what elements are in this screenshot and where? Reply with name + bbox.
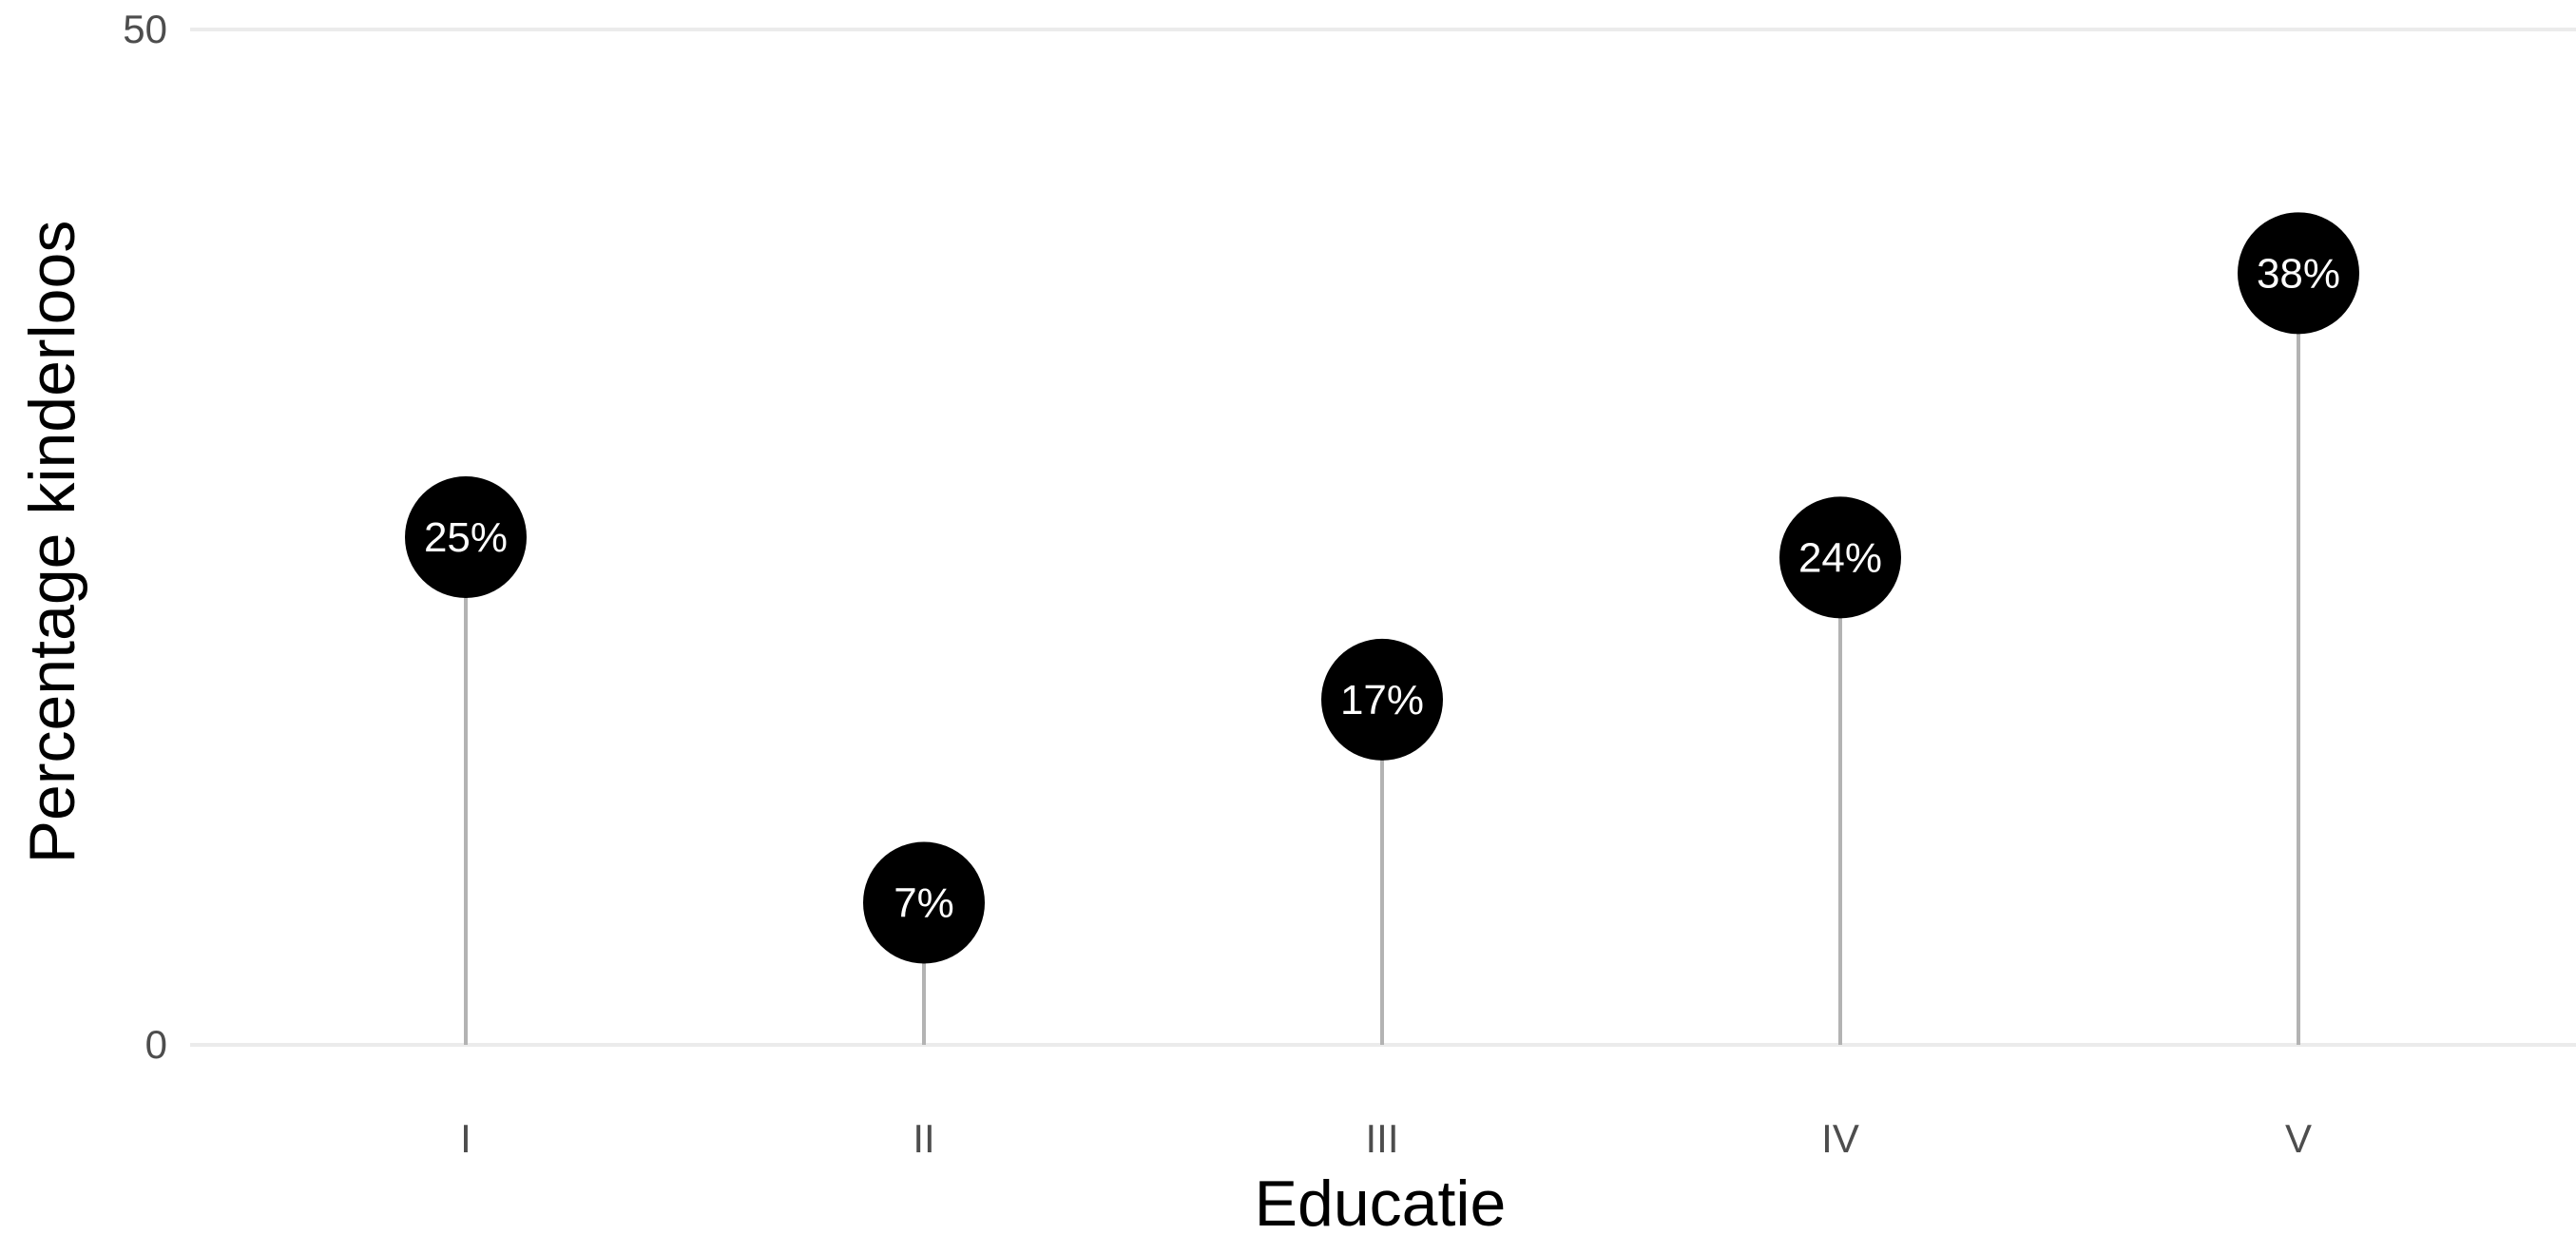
- x-tick-label: IV: [1821, 1116, 1859, 1161]
- data-labels: 25% 7% 17% 24% 38%: [424, 250, 2340, 926]
- data-label-IV: 24%: [1798, 534, 1882, 581]
- data-label-III: 17%: [1340, 677, 1424, 724]
- marker-V: [2238, 212, 2359, 335]
- y-axis-ticks: 0 50: [123, 7, 167, 1067]
- x-axis-title: Educatie: [1255, 1167, 1507, 1235]
- marker-IV: [1779, 496, 1901, 619]
- stems: [464, 273, 2300, 1045]
- data-label-I: 25%: [424, 514, 508, 561]
- x-tick-label: V: [2285, 1116, 2312, 1161]
- y-axis-title: Percentage kinderloos: [16, 221, 88, 864]
- x-tick-label: II: [913, 1116, 934, 1161]
- marker-III: [1321, 638, 1443, 761]
- markers: [405, 212, 2359, 964]
- marker-I: [405, 476, 527, 598]
- x-tick-label: I: [460, 1116, 471, 1161]
- y-tick-label: 50: [123, 7, 167, 51]
- y-tick-label: 0: [145, 1022, 167, 1067]
- x-tick-label: III: [1365, 1116, 1398, 1161]
- marker-II: [863, 841, 985, 964]
- data-label-II: 7%: [894, 879, 954, 926]
- x-axis-ticks: I II III IV V: [460, 1116, 2312, 1161]
- data-label-V: 38%: [2257, 250, 2340, 297]
